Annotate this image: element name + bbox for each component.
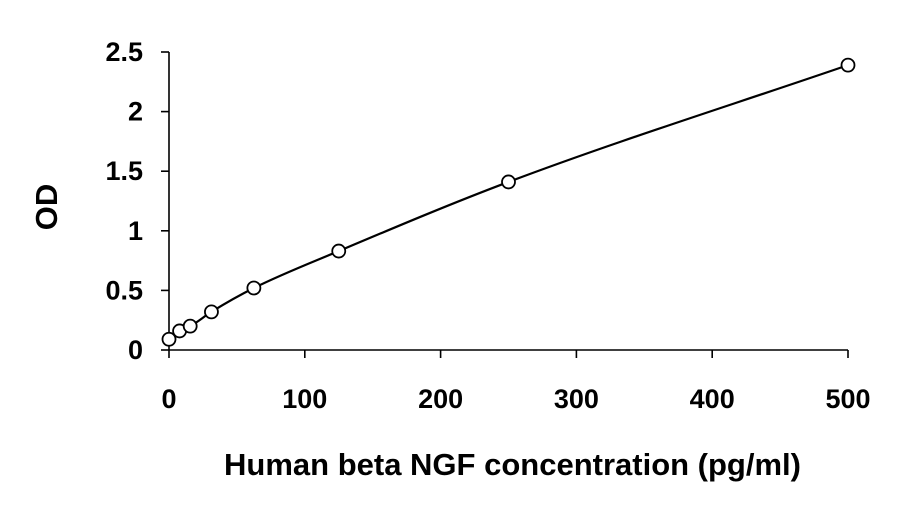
x-tick-label: 500: [825, 384, 870, 414]
y-axis-ticks: 0 0.5 1 1.5 2 2.5: [105, 37, 169, 365]
x-tick-label: 300: [554, 384, 599, 414]
x-axis-title: Human beta NGF concentration (pg/ml): [224, 447, 801, 482]
y-tick-label: 0: [128, 335, 143, 365]
data-point: [331, 243, 347, 259]
y-tick-label: 1.5: [105, 156, 143, 186]
y-tick-label: 2: [128, 97, 143, 127]
x-tick-label: 400: [690, 384, 735, 414]
x-axis-ticks: 0 100 200 300 400 500: [161, 350, 871, 414]
x-tick-label: 200: [418, 384, 463, 414]
data-point: [204, 304, 219, 320]
y-tick-label: 0.5: [105, 275, 143, 305]
y-axis-title: OD: [29, 184, 64, 231]
data-point: [840, 57, 856, 73]
y-tick-label: 2.5: [105, 37, 143, 67]
data-points: [161, 57, 856, 347]
data-point: [182, 318, 198, 334]
data-point: [161, 331, 177, 347]
y-tick-label: 1: [128, 216, 143, 246]
x-tick-label: 0: [161, 384, 176, 414]
data-point: [246, 280, 262, 296]
fit-curve: [168, 64, 849, 341]
x-tick-label: 100: [282, 384, 327, 414]
data-point: [501, 174, 516, 190]
